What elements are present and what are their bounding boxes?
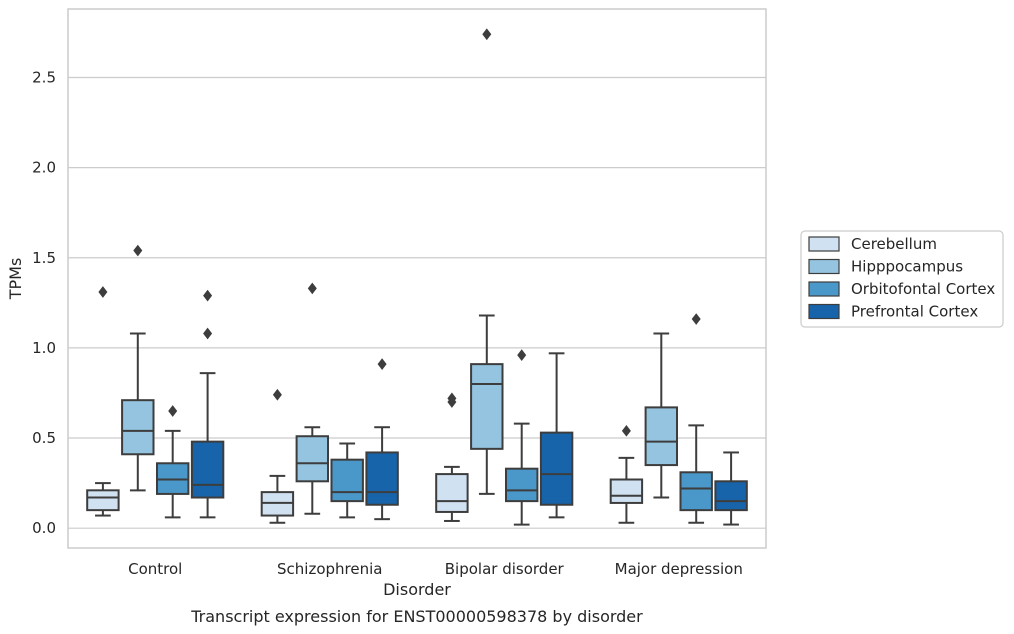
box-iqr: [121, 399, 155, 456]
outlier-point: [447, 392, 457, 405]
box-iqr: [330, 458, 364, 503]
gridlines: [68, 76, 766, 529]
legend-label: Cerebellum: [851, 235, 937, 253]
legend-swatch: [808, 236, 840, 252]
x-tick-label: Control: [128, 560, 182, 578]
legend-swatch: [808, 303, 840, 320]
box-orbitofontal-cortex: [155, 405, 190, 519]
legend-label: Prefrontal Cortex: [851, 303, 978, 321]
outlier-point: [691, 313, 701, 325]
box-iqr: [504, 467, 539, 503]
y-tick-label: 0.0: [32, 519, 56, 537]
legend: Cerebellum Hipppocampus Orbitofontal Corte…: [800, 230, 1004, 328]
chart-caption: Transcript expression for ENST0000059837…: [190, 607, 643, 626]
box-hipppocampus: [121, 244, 155, 492]
y-tick-label: 2.0: [32, 159, 56, 177]
y-axis-title: TPMs: [6, 258, 25, 301]
plot-area-frame: [67, 8, 767, 549]
outlier-point: [203, 327, 213, 340]
box-cerebellum: [609, 424, 644, 524]
box-iqr: [714, 480, 748, 512]
legend-swatch: [808, 258, 840, 275]
x-tick-label: Bipolar disorder: [445, 560, 565, 578]
box-hipppocampus: [295, 282, 330, 515]
legend-frame: [800, 230, 1004, 328]
x-axis-title: Disorder: [383, 580, 451, 599]
outlier-point: [272, 388, 282, 401]
box-orbitofontal-cortex: [679, 313, 713, 524]
box-prefrontal-cortex: [190, 289, 225, 519]
x-tick-label: Schizophrenia: [277, 560, 382, 578]
box-iqr: [470, 363, 504, 450]
axis-ticks: 0.0 0.5 1.0 1.5 2.0 2.5 Control Schizophrenia Bi…: [32, 69, 743, 578]
box-cerebellum: [260, 388, 295, 524]
outlier-point: [98, 286, 108, 298]
box-iqr: [539, 431, 574, 506]
outlier-point: [377, 358, 387, 370]
outlier-point: [133, 244, 143, 257]
y-tick-label: 1.5: [32, 249, 56, 267]
box-orbitofontal-cortex: [504, 349, 539, 526]
outlier-point: [482, 28, 492, 41]
y-tick-label: 1.0: [32, 339, 56, 357]
box-hipppocampus: [644, 332, 679, 499]
box-cerebellum: [435, 392, 469, 522]
legend-swatch: [808, 281, 840, 297]
outlier-point: [168, 405, 178, 417]
box-iqr: [644, 406, 679, 467]
y-tick-label: 0.5: [32, 429, 56, 447]
box-prefrontal-cortex: [539, 352, 574, 519]
box-iqr: [609, 478, 644, 504]
outlier-point: [203, 289, 213, 302]
box-iqr: [435, 473, 469, 513]
box-orbitofontal-cortex: [330, 442, 364, 519]
box-series: [86, 28, 748, 526]
legend-label: Hipppocampus: [851, 258, 963, 276]
box-prefrontal-cortex: [365, 358, 399, 521]
box-iqr: [365, 451, 399, 506]
box-hipppocampus: [470, 28, 504, 495]
box-iqr: [190, 440, 225, 499]
y-tick-label: 2.5: [32, 69, 56, 87]
x-tick-label: Major depression: [615, 560, 743, 578]
box-prefrontal-cortex: [714, 451, 748, 526]
outlier-point: [621, 424, 631, 437]
legend-label: Orbitofontal Cortex: [851, 280, 995, 298]
box-cerebellum: [86, 286, 120, 517]
box-iqr: [679, 471, 713, 512]
box-iqr: [86, 489, 120, 512]
outlier-point: [307, 282, 317, 295]
outlier-point: [517, 349, 527, 361]
box-iqr: [295, 435, 330, 483]
